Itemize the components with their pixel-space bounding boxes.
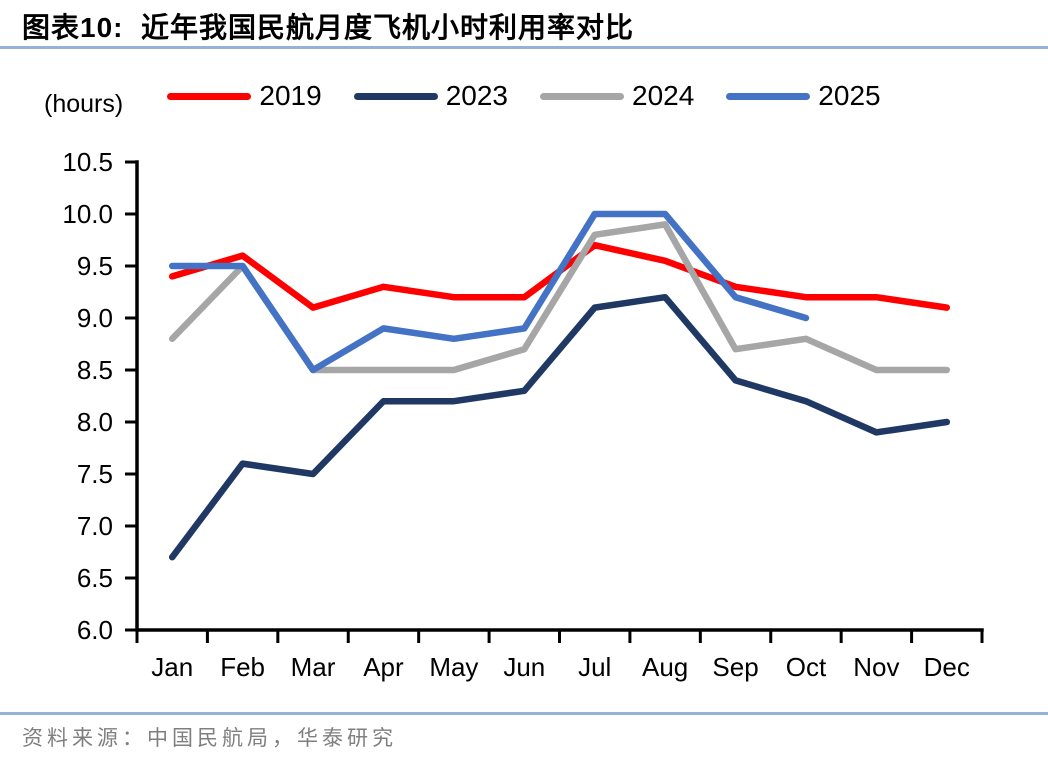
legend-item-2023: 2023	[353, 80, 508, 112]
x-axis-label: Jan	[151, 652, 193, 682]
y-axis-label: 10.5	[62, 147, 113, 177]
legend-label: 2024	[632, 80, 695, 111]
x-axis-label: Feb	[220, 652, 265, 682]
x-axis-label: Mar	[291, 652, 336, 682]
y-axis-label: 9.0	[77, 303, 113, 333]
x-axis-label: Dec	[924, 652, 970, 682]
y-axis-label: 10.0	[62, 199, 113, 229]
x-axis-label: Nov	[853, 652, 899, 682]
legend-label: 2023	[445, 80, 508, 111]
source-note: 资料来源：中国民航局，华泰研究	[22, 727, 397, 750]
y-axis-label: 8.0	[77, 407, 113, 437]
y-axis-label: 7.5	[77, 459, 113, 489]
legend-swatch-icon	[167, 92, 252, 100]
y-axis-unit-label: (hours)	[44, 90, 124, 118]
y-axis-label: 7.0	[77, 511, 113, 541]
y-axis-label: 6.5	[77, 563, 113, 593]
legend-item-2019: 2019	[167, 80, 322, 112]
x-axis-label: Oct	[786, 652, 827, 682]
y-axis-label: 8.5	[77, 355, 113, 385]
x-axis-label: Apr	[363, 652, 404, 682]
series-line-2023	[168, 293, 951, 561]
x-axis-label: May	[429, 652, 478, 682]
axis-line	[135, 160, 984, 632]
y-axis-label: 6.0	[77, 615, 113, 645]
legend-item-2024: 2024	[540, 80, 694, 112]
legend-swatch-icon	[726, 92, 811, 100]
x-axis-label: Sep	[712, 652, 758, 682]
title-divider-rule	[0, 46, 1048, 49]
legend-item-2025: 2025	[726, 80, 881, 112]
legend-swatch-icon	[353, 92, 438, 100]
legend-swatch-icon	[540, 92, 624, 100]
legend-label: 2019	[259, 80, 322, 111]
series-line-2025	[168, 210, 810, 374]
chart-legend: 2019 2023 2024 2025	[0, 80, 1048, 112]
legend-label: 2025	[818, 80, 881, 111]
x-axis-label: Aug	[642, 652, 688, 682]
x-axis-label: Jul	[578, 652, 611, 682]
y-axis-label: 9.5	[77, 251, 113, 281]
x-axis-label: Jun	[503, 652, 545, 682]
footer-divider-rule	[0, 712, 1048, 715]
page-title: 图表10: 近年我国民航月度飞机小时利用率对比	[22, 12, 635, 43]
line-chart-svg: 6.0 6.5 7.0 7.5 8.0 8.5 9.0 9.5 10.0 10.5 Jan Feb Ma…	[62, 147, 984, 682]
